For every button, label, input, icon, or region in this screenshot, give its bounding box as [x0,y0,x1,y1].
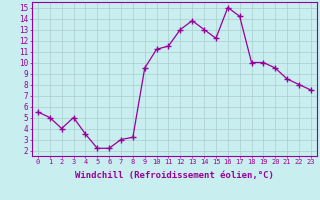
X-axis label: Windchill (Refroidissement éolien,°C): Windchill (Refroidissement éolien,°C) [75,171,274,180]
